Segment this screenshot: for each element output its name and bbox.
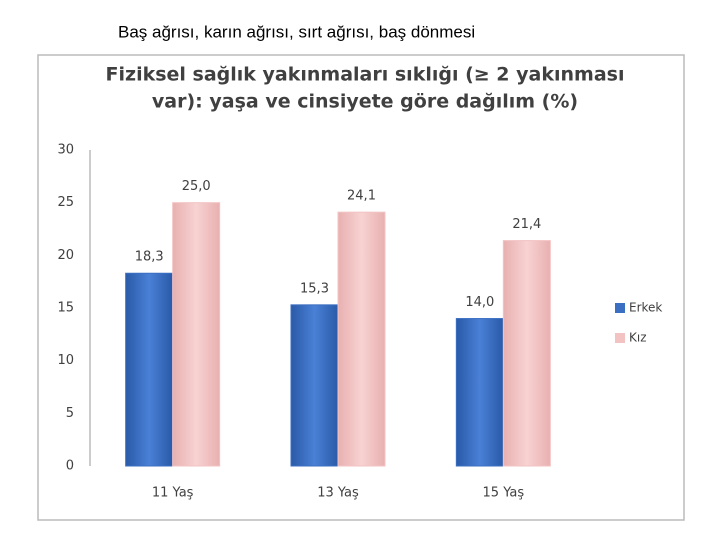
value-label: 14,0 [465, 295, 494, 310]
chart-title: var): yaşa ve cinsiyete göre dağılım (%) [152, 91, 578, 113]
y-tick-label: 5 [66, 406, 74, 421]
bar [337, 211, 386, 467]
legend-label: Erkek [629, 301, 662, 315]
y-tick-label: 25 [57, 195, 74, 210]
bar [290, 304, 339, 467]
bar [172, 202, 221, 467]
value-label: 18,3 [135, 250, 164, 265]
bar [455, 318, 504, 467]
value-label: 24,1 [347, 189, 376, 204]
y-tick-label: 0 [66, 459, 74, 474]
y-tick-label: 20 [57, 248, 74, 263]
bar [125, 272, 174, 467]
legend-swatch [615, 303, 625, 313]
slide-title: Baş ağrısı, karın ağrısı, sırt ağrısı, b… [118, 22, 475, 41]
bar [502, 240, 551, 467]
y-tick-label: 10 [57, 353, 74, 368]
legend-label: Kız [629, 331, 647, 345]
value-label: 25,0 [182, 179, 211, 194]
y-tick-label: 30 [57, 143, 74, 158]
x-tick-label: 13 Yaş [317, 486, 359, 501]
value-label: 15,3 [300, 281, 329, 296]
x-tick-label: 11 Yaş [152, 486, 194, 501]
chart-title: Fiziksel sağlık yakınmaları sıklığı (≥ 2… [106, 64, 625, 86]
legend-swatch [615, 333, 625, 343]
value-label: 21,4 [512, 217, 541, 232]
y-tick-label: 15 [57, 301, 74, 316]
x-tick-label: 15 Yaş [483, 486, 525, 501]
